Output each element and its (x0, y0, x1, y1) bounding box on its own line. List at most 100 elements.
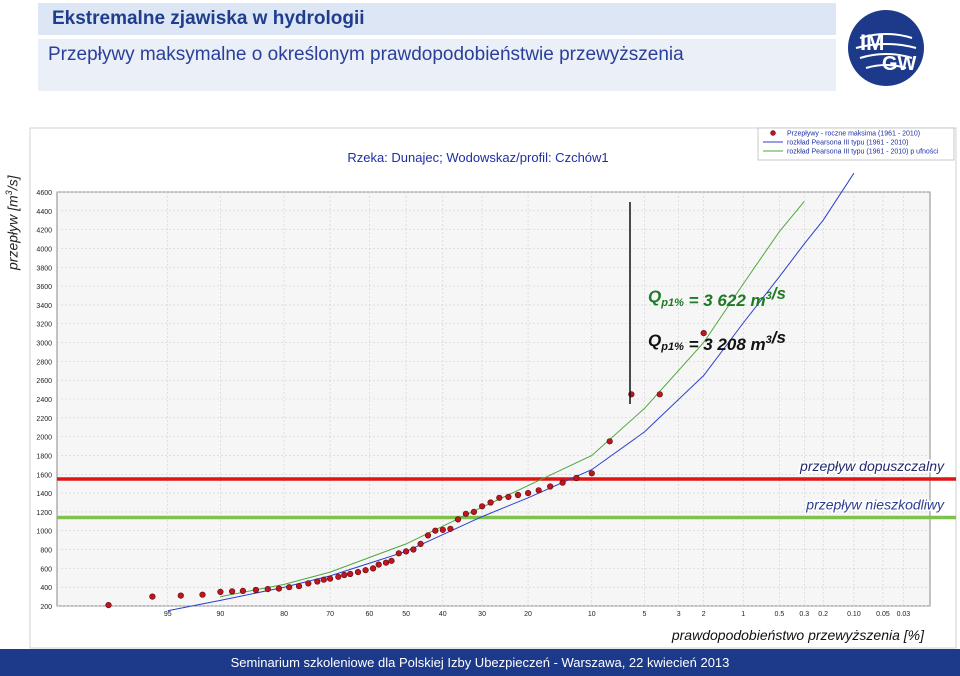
y-tick-label: 4000 (36, 246, 52, 253)
data-point (264, 585, 271, 593)
y-axis-ticks: 200 400 600 800 1000 1200 1400 1600 1800 2000 2200… (36, 190, 52, 611)
data-point (403, 548, 410, 555)
header: Ekstremalne zjawiska w hydrologii Przepł… (38, 3, 836, 91)
y-tick-label: 2800 (36, 359, 52, 366)
data-point (606, 438, 613, 445)
data-point (505, 493, 512, 501)
y-tick-label: 4200 (36, 228, 52, 235)
x-tick-label: 1 (741, 611, 745, 618)
data-point (275, 585, 283, 592)
y-tick-label: 3200 (36, 322, 52, 329)
data-point (514, 491, 522, 499)
y-tick-label: 1200 (36, 510, 52, 517)
x-tick-label: 60 (365, 611, 373, 618)
footer-text: Seminarium szkoleniowe dla Polskiej Izby… (230, 655, 730, 670)
x-tick-label: 0.10 (847, 611, 861, 618)
x-tick-label: 40 (439, 611, 447, 618)
x-tick-label: 0.05 (876, 611, 890, 618)
y-tick-label: 2000 (36, 435, 52, 442)
data-point (656, 391, 663, 398)
y-tick-label: 1000 (36, 529, 52, 536)
y-tick-label: 1400 (36, 491, 52, 498)
x-axis-label: prawdopodobieństwo przewyższenia [%] (671, 627, 925, 643)
x-tick-label: 80 (280, 611, 288, 618)
x-tick-label: 5 (642, 611, 646, 618)
chart-title: Rzeka: Dunajec; Wodowskaz/profil: Czchów… (347, 150, 608, 165)
y-tick-label: 2200 (36, 416, 52, 423)
y-tick-label: 3800 (36, 265, 52, 272)
x-tick-label: 0.3 (799, 611, 809, 618)
data-point (487, 499, 494, 506)
data-point (341, 571, 348, 579)
legend-label: rozkład Pearsona III typu (1961 - 2010) … (787, 149, 939, 156)
y-tick-label: 3400 (36, 303, 52, 310)
y-tick-label: 1800 (36, 453, 52, 460)
x-tick-label: 95 (164, 611, 172, 618)
data-point (524, 490, 532, 497)
series-line (220, 201, 805, 598)
data-point (217, 588, 224, 596)
y-tick-label: 3600 (36, 284, 52, 291)
annotations: Qp1% = 3 622 m3/s Qp1% = 3 208 m3/s (648, 284, 786, 354)
data-point (470, 508, 478, 516)
data-point (588, 470, 595, 477)
legend-label: rozkład Pearsona III typu (1961 - 2010) (787, 140, 908, 147)
x-tick-label: 90 (216, 611, 224, 618)
data-point (395, 550, 402, 557)
data-point (252, 586, 259, 594)
data-point (314, 578, 321, 585)
data-point (417, 540, 424, 548)
data-point (177, 592, 184, 599)
data-point (354, 568, 362, 576)
legend-box (757, 127, 955, 161)
x-tick-label: 50 (402, 611, 410, 618)
y-tick-label: 200 (40, 604, 52, 611)
data-point (199, 591, 206, 598)
data-points (105, 330, 707, 609)
subtitle-box: Przepływy maksymalne o określonym prawdo… (38, 39, 836, 91)
data-point (432, 527, 439, 534)
y-tick-label: 1600 (36, 472, 52, 479)
data-point (439, 526, 446, 533)
title-bar: Ekstremalne zjawiska w hydrologii (38, 3, 836, 35)
x-axis-ticks: 95 90 80 70 60 50 40 30 20 10 5 3 2 1 0.5 0.3 0.2 0.10 0.0… (164, 611, 910, 618)
footer: Seminarium szkoleniowe dla Polskiej Izby… (0, 649, 960, 676)
page-title: Ekstremalne zjawiska w hydrologii (52, 8, 365, 29)
data-point (424, 532, 432, 539)
y-tick-label: 600 (40, 566, 52, 573)
y-tick-label: 3000 (36, 341, 52, 348)
data-point (700, 330, 707, 337)
data-point (286, 584, 293, 591)
legend: Przepływy - roczne maksima (1961 - 2010)… (757, 127, 955, 161)
data-point (335, 573, 342, 580)
y-tick-label: 400 (40, 585, 52, 592)
reference-line-label: przepływ nieszkodliwy (805, 497, 945, 513)
data-point (229, 588, 236, 595)
page-subtitle: Przepływy maksymalne o określonym prawdo… (48, 44, 684, 65)
data-point (462, 510, 470, 517)
data-point (347, 570, 354, 578)
reference-line-label: przepływ dopuszczalny (799, 458, 945, 474)
data-point (454, 516, 462, 523)
data-point (375, 561, 382, 568)
x-tick-label: 2 (702, 611, 706, 618)
data-point (410, 546, 417, 553)
annotation-q-value: Qp1% = 3 208 m3/s (648, 328, 786, 354)
logo-text-bottom: GW (882, 53, 917, 75)
annotation-q-value: Qp1% = 3 622 m3/s (648, 284, 786, 310)
data-point (149, 593, 156, 600)
x-tick-label: 0.03 (897, 611, 911, 618)
y-tick-label: 4600 (36, 190, 52, 197)
x-tick-label: 20 (524, 611, 532, 618)
legend-marker (770, 130, 776, 136)
y-tick-label: 2400 (36, 397, 52, 404)
data-point (573, 474, 580, 482)
data-point (447, 525, 454, 532)
y-tick-label: 800 (40, 548, 52, 555)
y-tick-label: 2600 (36, 378, 52, 385)
data-point (559, 479, 566, 486)
x-tick-label: 70 (326, 611, 334, 618)
data-point (320, 576, 327, 583)
legend-label: Przepływy - roczne maksima (1961 - 2010) (787, 131, 920, 138)
